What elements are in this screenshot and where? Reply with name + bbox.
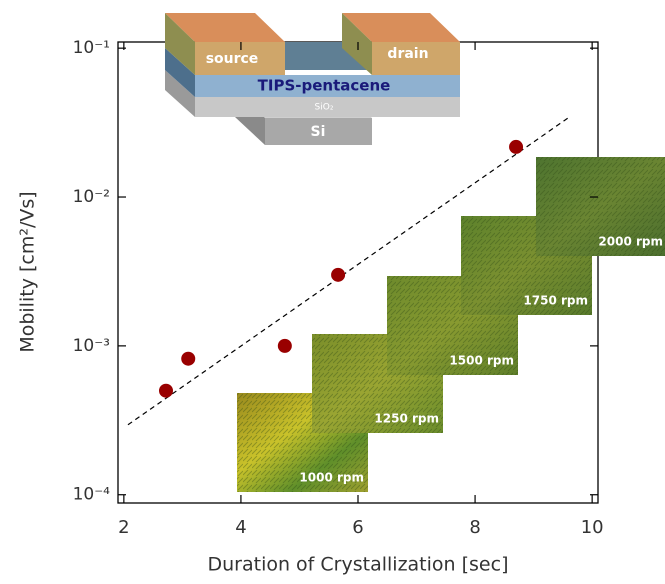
x-tick-label: 2 bbox=[118, 517, 129, 538]
x-tick-label: 10 bbox=[581, 517, 604, 538]
inset-label: 1500 rpm bbox=[449, 354, 514, 368]
inset-label: 1250 rpm bbox=[374, 412, 439, 426]
x-tick-label: 6 bbox=[352, 517, 363, 538]
x-tick-label: 4 bbox=[235, 517, 246, 538]
y-axis-label: Mobility [cm²/Vs] bbox=[17, 191, 39, 352]
y-tick-label: 10⁻⁴ bbox=[73, 485, 111, 505]
data-point bbox=[278, 339, 292, 353]
gate-label: Si bbox=[311, 124, 326, 140]
dielectric-label: SiO₂ bbox=[315, 103, 334, 113]
x-axis-label: Duration of Crystallization [sec] bbox=[208, 554, 509, 576]
y-tick-label: 10⁻¹ bbox=[73, 38, 110, 58]
data-point bbox=[181, 352, 195, 366]
inset-label: 2000 rpm bbox=[598, 235, 663, 249]
y-tick-label: 10⁻² bbox=[73, 187, 110, 207]
source-label: source bbox=[206, 51, 259, 67]
data-point bbox=[159, 384, 173, 398]
data-point bbox=[509, 140, 523, 154]
inset-images: 1000 rpm 1250 rpm 1500 rpm 1750 rpm 2000 rpm bbox=[237, 157, 665, 492]
device-diagram: source drain TIPS-pentacene SiO₂ Si bbox=[165, 13, 460, 145]
inset-label: 1750 rpm bbox=[523, 294, 588, 308]
inset-label: 1000 rpm bbox=[299, 471, 364, 485]
drain-label: drain bbox=[387, 46, 428, 62]
semiconductor-label: TIPS-pentacene bbox=[258, 77, 391, 95]
data-point bbox=[331, 268, 345, 282]
x-tick-label: 8 bbox=[469, 517, 480, 538]
chart: 1000 rpm 1250 rpm 1500 rpm 1750 rpm 2000 rpm… bbox=[0, 0, 665, 584]
y-tick-label: 10⁻³ bbox=[73, 336, 110, 356]
